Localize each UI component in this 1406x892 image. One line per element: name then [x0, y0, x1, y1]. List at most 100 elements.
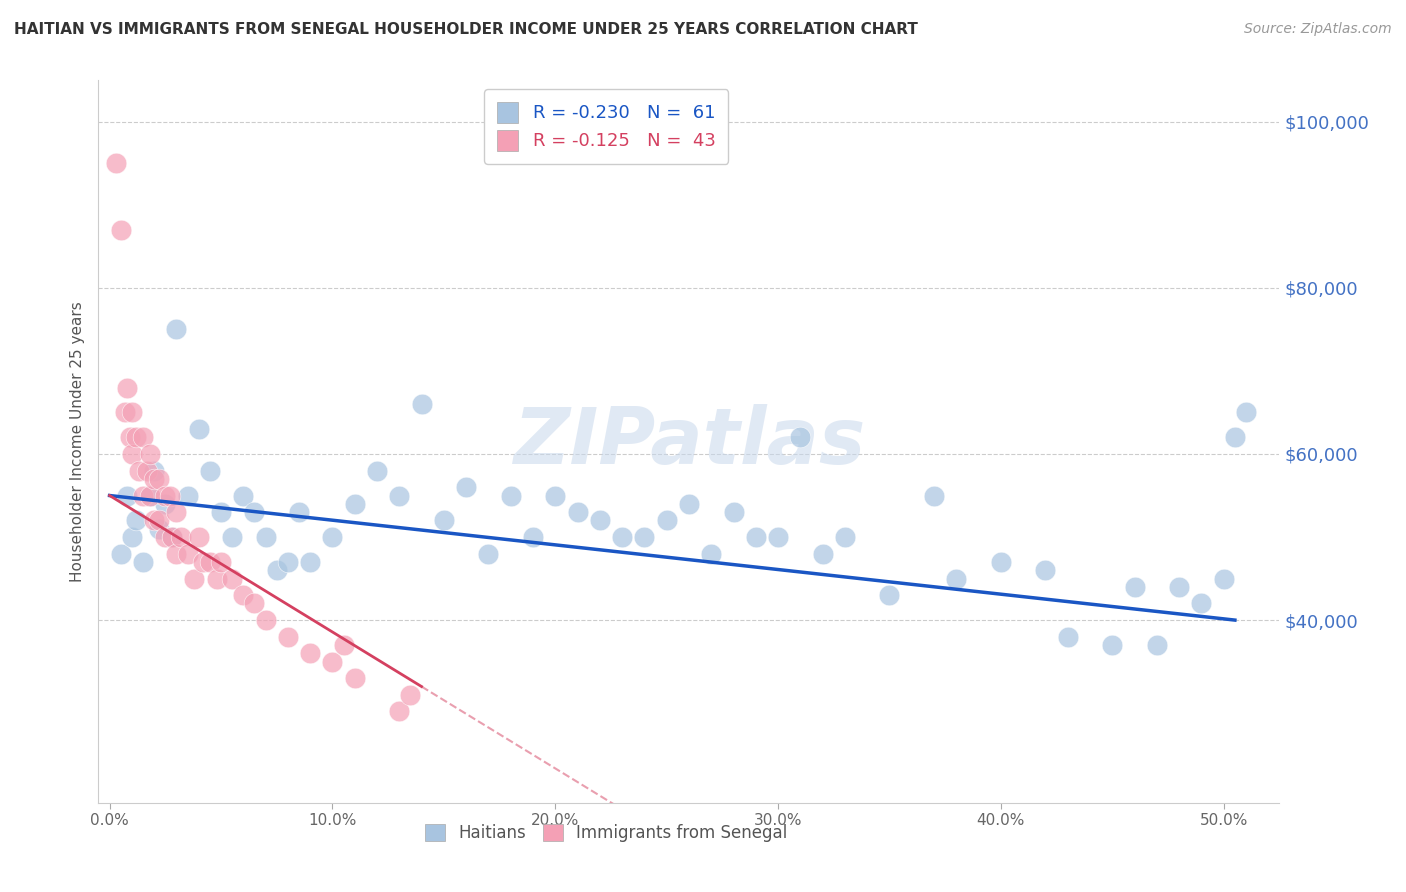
Point	[128, 464, 150, 478]
Point	[678, 497, 700, 511]
Point	[700, 547, 723, 561]
Point	[477, 547, 499, 561]
Point	[160, 530, 183, 544]
Point	[254, 530, 277, 544]
Point	[155, 489, 177, 503]
Point	[456, 480, 478, 494]
Point	[990, 555, 1012, 569]
Point	[117, 489, 139, 503]
Point	[811, 547, 834, 561]
Point	[132, 489, 155, 503]
Point	[243, 505, 266, 519]
Point	[1056, 630, 1078, 644]
Point	[191, 555, 214, 569]
Point	[288, 505, 311, 519]
Point	[209, 505, 232, 519]
Point	[1234, 405, 1257, 419]
Point	[125, 430, 148, 444]
Point	[143, 464, 166, 478]
Point	[745, 530, 768, 544]
Point	[165, 322, 187, 336]
Point	[114, 405, 136, 419]
Point	[232, 588, 254, 602]
Point	[243, 597, 266, 611]
Point	[299, 646, 322, 660]
Point	[633, 530, 655, 544]
Point	[411, 397, 433, 411]
Point	[148, 522, 170, 536]
Point	[343, 671, 366, 685]
Point	[922, 489, 945, 503]
Point	[132, 555, 155, 569]
Point	[522, 530, 544, 544]
Point	[1191, 597, 1213, 611]
Point	[165, 505, 187, 519]
Point	[118, 430, 141, 444]
Legend: Haitians, Immigrants from Senegal: Haitians, Immigrants from Senegal	[419, 817, 794, 848]
Point	[198, 464, 221, 478]
Point	[176, 489, 198, 503]
Y-axis label: Householder Income Under 25 years: Householder Income Under 25 years	[70, 301, 86, 582]
Point	[366, 464, 388, 478]
Point	[143, 513, 166, 527]
Point	[170, 530, 193, 544]
Point	[117, 380, 139, 394]
Point	[198, 555, 221, 569]
Point	[834, 530, 856, 544]
Point	[789, 430, 811, 444]
Text: ZIPatlas: ZIPatlas	[513, 403, 865, 480]
Point	[132, 430, 155, 444]
Point	[176, 547, 198, 561]
Text: HAITIAN VS IMMIGRANTS FROM SENEGAL HOUSEHOLDER INCOME UNDER 25 YEARS CORRELATION: HAITIAN VS IMMIGRANTS FROM SENEGAL HOUSE…	[14, 22, 918, 37]
Point	[209, 555, 232, 569]
Text: Source: ZipAtlas.com: Source: ZipAtlas.com	[1244, 22, 1392, 37]
Point	[148, 513, 170, 527]
Point	[1101, 638, 1123, 652]
Point	[136, 464, 159, 478]
Point	[277, 630, 299, 644]
Point	[945, 572, 967, 586]
Point	[1123, 580, 1146, 594]
Point	[221, 572, 243, 586]
Point	[221, 530, 243, 544]
Point	[105, 156, 128, 170]
Point	[1168, 580, 1191, 594]
Point	[160, 530, 183, 544]
Point	[388, 705, 411, 719]
Point	[567, 505, 589, 519]
Point	[1212, 572, 1234, 586]
Point	[266, 563, 288, 577]
Point	[399, 688, 422, 702]
Point	[148, 472, 170, 486]
Point	[277, 555, 299, 569]
Point	[723, 505, 745, 519]
Point	[121, 405, 143, 419]
Point	[299, 555, 322, 569]
Point	[121, 530, 143, 544]
Point	[321, 530, 343, 544]
Point	[121, 447, 143, 461]
Point	[125, 513, 148, 527]
Point	[1223, 430, 1246, 444]
Point	[544, 489, 567, 503]
Point	[155, 530, 177, 544]
Point	[155, 497, 177, 511]
Point	[138, 489, 160, 503]
Point	[183, 572, 205, 586]
Point	[879, 588, 901, 602]
Point	[138, 447, 160, 461]
Point	[343, 497, 366, 511]
Point	[1146, 638, 1168, 652]
Point	[321, 655, 343, 669]
Point	[205, 572, 228, 586]
Point	[165, 547, 187, 561]
Point	[655, 513, 678, 527]
Point	[110, 547, 132, 561]
Point	[388, 489, 411, 503]
Point	[499, 489, 522, 503]
Point	[589, 513, 612, 527]
Point	[110, 223, 132, 237]
Point	[254, 613, 277, 627]
Point	[332, 638, 354, 652]
Point	[766, 530, 789, 544]
